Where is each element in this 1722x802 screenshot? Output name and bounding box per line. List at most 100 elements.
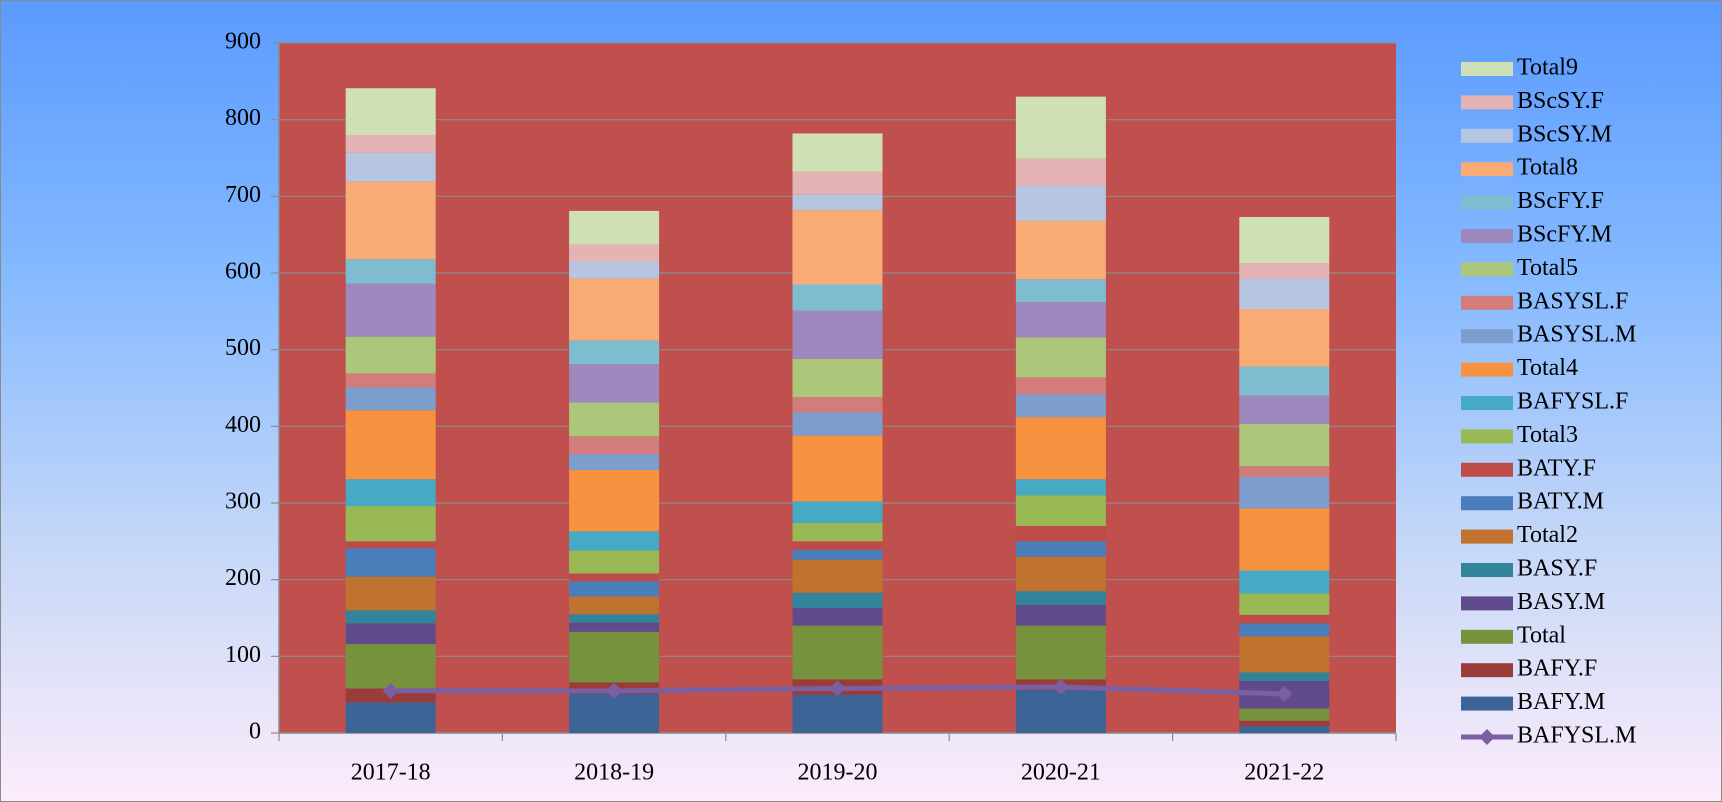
legend-swatch — [1461, 162, 1513, 177]
bar-segment — [792, 549, 883, 560]
legend-swatch — [1461, 262, 1513, 277]
legend-label: BAFYSL.F — [1517, 389, 1628, 415]
bar-segment — [1239, 623, 1330, 637]
bar-segment — [345, 548, 436, 577]
legend-swatch — [1461, 629, 1513, 644]
bar-segment — [345, 152, 436, 182]
legend-swatch — [1461, 462, 1513, 477]
bar-segment — [569, 596, 660, 615]
bar-segment — [569, 614, 660, 623]
bar-segment — [792, 171, 883, 195]
legend-swatch — [1461, 663, 1513, 678]
bar-segment — [1239, 726, 1330, 733]
bar-segment — [1239, 466, 1330, 477]
legend-label: Total — [1517, 622, 1566, 648]
bar-segment — [569, 573, 660, 582]
bar-segment — [1239, 217, 1330, 264]
bar-segment — [1015, 591, 1106, 605]
legend-swatch — [1461, 362, 1513, 377]
y-tick-label: 600 — [225, 259, 261, 285]
bar-segment — [345, 373, 436, 388]
legend-label: BAFY.F — [1517, 656, 1597, 682]
legend-label: BASY.M — [1517, 589, 1605, 615]
legend-label: BAFY.M — [1517, 689, 1605, 715]
bar-segment — [569, 550, 660, 574]
bar-segment — [792, 625, 883, 680]
legend-label: BASYSL.F — [1517, 288, 1628, 314]
legend-label: BScFY.M — [1517, 222, 1612, 248]
legend-swatch — [1461, 295, 1513, 310]
line-marker — [606, 682, 623, 699]
legend-label: Total2 — [1517, 522, 1578, 548]
bar-segment — [1015, 556, 1106, 592]
bar-segment — [345, 283, 436, 337]
bar-segment — [792, 592, 883, 609]
bar-segment — [569, 278, 660, 341]
bar-segment — [569, 631, 660, 683]
legend-swatch — [1461, 396, 1513, 410]
bar-segment — [345, 181, 436, 260]
bar-segment — [569, 622, 660, 632]
bar-segment — [792, 501, 883, 523]
legend-marker — [1479, 729, 1495, 745]
legend-label: BScFY.F — [1517, 188, 1604, 214]
bar-segment — [792, 210, 883, 285]
bar-segment — [1239, 720, 1330, 727]
legend-swatch — [1461, 496, 1513, 511]
line-marker — [1276, 685, 1293, 702]
bar-segment — [792, 522, 883, 542]
bar-segment — [1015, 526, 1106, 542]
bar-segment — [1015, 279, 1106, 303]
bar-segment — [1239, 263, 1330, 279]
legend-swatch — [1461, 529, 1513, 544]
bar-segment — [569, 453, 660, 471]
bar-segment — [1015, 625, 1106, 680]
bar-segment — [1015, 96, 1106, 159]
bar-segment — [1239, 366, 1330, 396]
bar-segment — [1239, 508, 1330, 571]
legend-swatch — [1461, 329, 1513, 344]
legend-label: Total5 — [1517, 255, 1578, 281]
bar-segment — [1015, 417, 1106, 480]
bar-segment — [345, 576, 436, 611]
bar-segment — [345, 410, 436, 480]
y-tick-label: 900 — [225, 29, 261, 55]
bar-segment — [1015, 337, 1106, 378]
bar-segment — [345, 644, 436, 689]
bar-segment — [1015, 394, 1106, 418]
bar-segment — [345, 610, 436, 624]
legend-swatch — [1461, 563, 1513, 577]
bar-segment — [792, 133, 883, 172]
bar-segment — [792, 608, 883, 626]
line-marker — [1052, 679, 1069, 695]
line-marker — [382, 682, 399, 699]
legend-label: Total8 — [1517, 155, 1578, 181]
bar-segment — [1015, 479, 1106, 496]
bar-segment — [1239, 636, 1330, 673]
legend-swatch — [1461, 229, 1513, 243]
bar-segment — [569, 470, 660, 532]
bar-segment — [1239, 614, 1330, 624]
bar-segment — [1239, 672, 1330, 681]
bar-segment — [345, 479, 436, 507]
bar-segment — [1015, 302, 1106, 338]
bar-segment — [1015, 541, 1106, 557]
bar-segment — [792, 412, 883, 436]
bar-segment — [1239, 309, 1330, 367]
bar-segment — [345, 88, 436, 135]
legend-swatch — [1461, 128, 1513, 143]
bar-segment — [1015, 604, 1106, 626]
bar-segment — [345, 259, 436, 284]
bar-segment — [1015, 690, 1106, 733]
bar-segment — [792, 284, 883, 311]
bar-segment — [569, 244, 660, 262]
legend-label: Total4 — [1517, 355, 1578, 381]
legend-swatch — [1461, 429, 1513, 444]
bar-segment — [345, 623, 436, 645]
legend-label: Total9 — [1517, 55, 1578, 81]
bar-segment — [792, 358, 883, 398]
bar-segment — [1015, 185, 1106, 221]
y-tick-label: 400 — [225, 412, 261, 438]
